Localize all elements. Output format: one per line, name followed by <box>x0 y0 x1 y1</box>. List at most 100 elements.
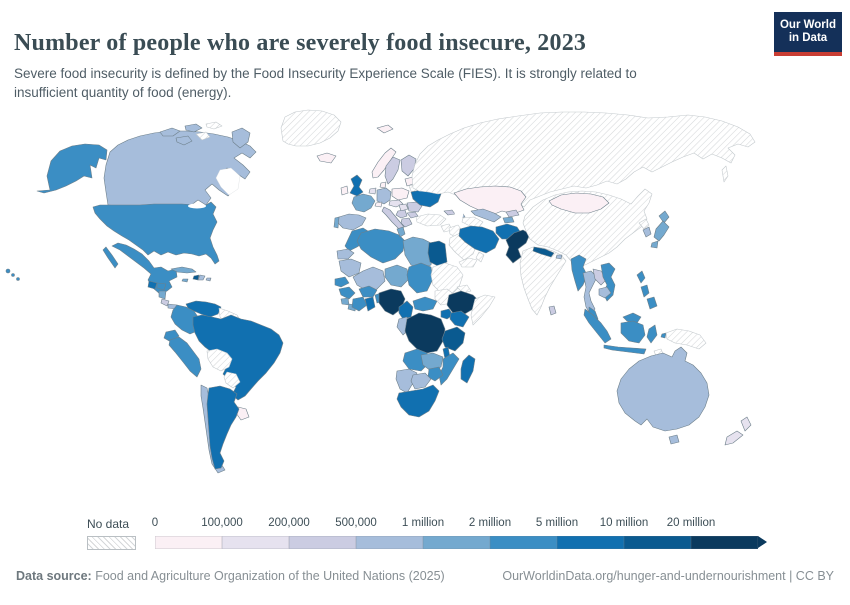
country-burkina-faso[interactable] <box>358 285 378 298</box>
footer-link[interactable]: OurWorldinData.org/hunger-and-undernouri… <box>502 569 834 583</box>
country-turkey[interactable] <box>415 213 447 227</box>
country-peru[interactable] <box>168 336 202 378</box>
country-norway[interactable] <box>371 147 397 179</box>
country-namibia[interactable] <box>395 368 418 394</box>
country-denmark[interactable] <box>379 181 387 189</box>
country-tanzania[interactable] <box>441 326 466 352</box>
country-costa-rica[interactable] <box>160 298 170 307</box>
country-kyrgyzstan[interactable] <box>505 209 520 218</box>
country-paraguay[interactable] <box>223 371 241 389</box>
country-nepal[interactable] <box>532 246 555 258</box>
country-romania[interactable] <box>406 201 423 213</box>
country-argentina[interactable] <box>206 385 240 470</box>
country-new-zealand[interactable] <box>724 416 752 446</box>
country-ghana[interactable] <box>364 296 376 312</box>
country-philippines[interactable] <box>636 270 658 310</box>
country-sierra-leone[interactable] <box>340 297 350 306</box>
legend-segment-2[interactable] <box>289 536 356 549</box>
country-india[interactable] <box>519 246 567 316</box>
country-kazakhstan[interactable] <box>453 185 527 216</box>
country-portugal[interactable] <box>333 216 340 229</box>
country-ivory-coast[interactable] <box>351 296 368 312</box>
country-germany[interactable] <box>376 187 392 205</box>
country-tunisia[interactable] <box>396 226 406 238</box>
legend-segment-0[interactable] <box>155 536 222 549</box>
country-united-states[interactable] <box>92 201 220 265</box>
country-hawaii-2[interactable] <box>11 273 15 277</box>
country-papua-new-guinea[interactable] <box>665 328 707 350</box>
country-north-korea[interactable] <box>638 218 650 230</box>
country-mongolia[interactable] <box>548 192 610 214</box>
country-bhutan[interactable] <box>555 254 563 260</box>
country-puerto-rico[interactable] <box>205 277 212 282</box>
legend-no-data-swatch[interactable] <box>87 536 136 550</box>
country-zambia[interactable] <box>420 352 444 372</box>
country-venezuela[interactable] <box>185 300 222 318</box>
country-honduras[interactable] <box>156 282 167 291</box>
country-jamaica[interactable] <box>181 278 189 283</box>
country-japan[interactable] <box>650 210 670 249</box>
country-switzerland[interactable] <box>374 201 383 208</box>
country-zimbabwe[interactable] <box>427 366 444 382</box>
country-kenya[interactable] <box>449 310 470 328</box>
country-greenland[interactable] <box>280 109 342 147</box>
country-madagascar[interactable] <box>460 354 476 384</box>
country-france[interactable] <box>351 193 376 213</box>
country-sudan[interactable] <box>430 262 464 296</box>
country-mozambique[interactable] <box>438 352 460 386</box>
country-mexico-baja[interactable] <box>102 246 119 269</box>
country-canada-island-2[interactable] <box>184 123 203 133</box>
country-cuba[interactable] <box>170 266 197 274</box>
country-hawaii-3[interactable] <box>16 277 20 281</box>
country-greece[interactable] <box>400 217 413 228</box>
country-south-korea[interactable] <box>642 226 652 238</box>
country-arctic-island-2[interactable] <box>195 131 211 141</box>
country-mexico[interactable] <box>111 242 178 295</box>
country-bolivia[interactable] <box>206 348 233 372</box>
country-oman[interactable] <box>475 251 485 263</box>
country-china[interactable] <box>522 188 653 268</box>
country-uzbekistan[interactable] <box>470 208 502 223</box>
country-central-african-republic[interactable] <box>412 296 438 312</box>
country-canada-victoria[interactable] <box>175 135 193 146</box>
country-niger[interactable] <box>384 264 410 288</box>
country-sweden[interactable] <box>384 156 401 185</box>
country-guatemala[interactable] <box>147 280 158 290</box>
country-somalia[interactable] <box>470 294 496 326</box>
owid-logo[interactable]: Our World in Data <box>774 12 842 56</box>
country-sri-lanka[interactable] <box>548 305 557 316</box>
country-yemen[interactable] <box>458 257 478 268</box>
country-mali[interactable] <box>352 266 386 292</box>
country-nicaragua[interactable] <box>158 290 167 300</box>
country-netherlands[interactable] <box>368 187 377 195</box>
legend-segment-4[interactable] <box>423 536 490 549</box>
legend-segment-6[interactable] <box>557 536 624 549</box>
country-united-kingdom[interactable] <box>349 174 364 197</box>
country-indonesia[interactable] <box>583 308 667 355</box>
country-western-sahara[interactable] <box>336 248 355 260</box>
country-tasmania[interactable] <box>668 434 680 445</box>
legend-segment-7[interactable] <box>624 536 691 549</box>
legend-segment-3[interactable] <box>356 536 423 549</box>
country-hungary[interactable] <box>398 203 409 212</box>
legend-segment-5[interactable] <box>490 536 557 549</box>
country-botswana[interactable] <box>410 372 432 390</box>
country-bulgaria[interactable] <box>406 211 419 219</box>
country-senegal[interactable] <box>334 276 350 288</box>
legend-segment-8[interactable] <box>691 536 758 549</box>
country-hawaii-1[interactable] <box>5 268 11 274</box>
country-laos[interactable] <box>592 268 608 286</box>
country-canada-baffin[interactable] <box>231 127 251 149</box>
country-ireland[interactable] <box>340 185 349 196</box>
country-canada-island-1[interactable] <box>159 127 181 137</box>
country-dr-congo[interactable] <box>404 312 446 354</box>
country-poland[interactable] <box>391 187 410 201</box>
country-south-africa[interactable] <box>396 384 440 418</box>
country-pakistan[interactable] <box>505 229 531 264</box>
country-georgia[interactable] <box>443 209 456 216</box>
country-serbia[interactable] <box>395 209 408 219</box>
country-arctic-island-1[interactable] <box>205 121 223 130</box>
country-algeria[interactable] <box>356 228 406 264</box>
country-dominican-republic[interactable] <box>197 274 206 281</box>
country-tajikistan[interactable] <box>502 216 515 224</box>
